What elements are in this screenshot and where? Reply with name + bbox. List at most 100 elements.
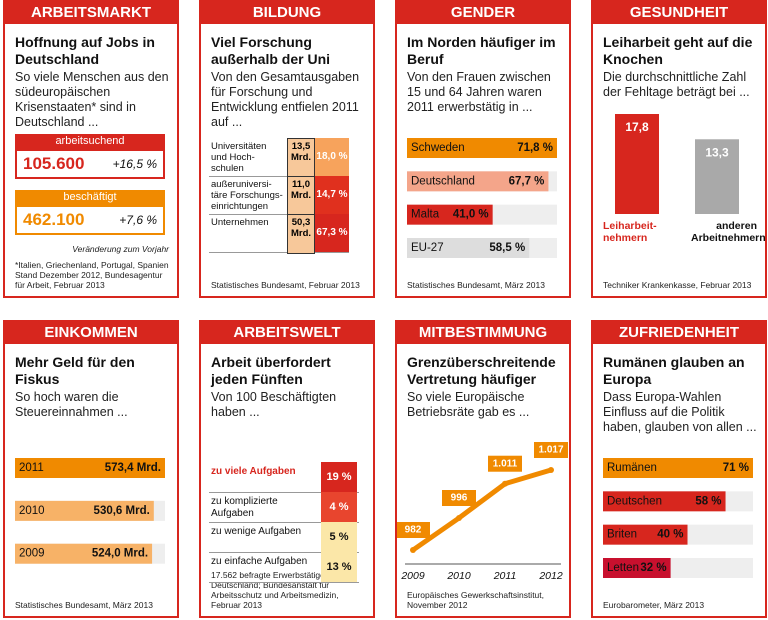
bar [603, 458, 753, 478]
row-label: Universitäten und Hoch-schulen [211, 141, 267, 174]
panel-title: Hoffnung auf Jobs in Deutschland [15, 34, 155, 67]
share-cell: 4 % [321, 492, 357, 522]
table-row-line [209, 522, 359, 523]
x-tick-label: 2012 [538, 570, 563, 582]
chart: 982 2009 996 2010 1.011 2011 1.017 2012 [397, 442, 568, 582]
value-label: 58,5 % [489, 242, 525, 254]
bar [407, 138, 557, 158]
value-label: 524,0 Mrd. [92, 548, 148, 560]
bar [603, 558, 671, 578]
bar [615, 114, 659, 214]
panel-title: Im Norden häufiger im Beruf [407, 34, 556, 67]
panel-subtitle: So viele Menschen aus den südeuropäische… [15, 70, 169, 129]
value-label: 1.011 [493, 458, 518, 469]
source: Europäisches Gewerkschaftsinstitut, Nove… [407, 590, 545, 610]
line [411, 467, 552, 553]
note: Veränderung zum Vorjahr [72, 244, 169, 254]
panel-header: ARBEITSWELT [201, 322, 373, 344]
value-label: 71,8 % [517, 142, 553, 154]
table-row-line [209, 552, 359, 553]
panel-subtitle: So hoch waren die Steuereinnahmen ... [15, 390, 128, 419]
value-label: 17,8 [625, 120, 649, 134]
category-label: EU-27 [411, 242, 444, 254]
panel-title: Rumänen glauben an Europa [603, 354, 745, 387]
row-label: zu einfache Aufgaben [211, 556, 308, 567]
share-cell: 5 % [321, 522, 357, 552]
panel-subtitle: Von 100 Beschäftigten haben ... [211, 390, 337, 419]
label-box [397, 522, 430, 538]
label-box [534, 442, 568, 458]
panel-header: GESUNDHEIT [593, 2, 765, 24]
panel-title: Mehr Geld für den Fiskus [15, 354, 135, 387]
panel: ARBEITSMARKT Hoffnung auf Jobs in Deutsch… [3, 0, 179, 298]
category-label: 2009 [19, 548, 45, 560]
point [410, 547, 416, 553]
panel-header: EINKOMMEN [5, 322, 177, 344]
group-value: 105.600 [23, 154, 85, 173]
label-box [442, 490, 476, 506]
panel: MITBESTIMMUNG Grenzüberschreitende Vertre… [395, 320, 571, 618]
amount-cell: 13,5 Mrd. [287, 138, 315, 178]
source: Techniker Krankenkasse, Februar 2013 [603, 280, 752, 290]
table-row-line [209, 582, 359, 583]
panel-header: MITBESTIMMUNG [397, 322, 569, 344]
x-tick-label: 2011 [493, 570, 517, 582]
group-box: 105.600 +16,5 % [15, 149, 165, 179]
panel-subtitle: Von den Frauen zwischen 15 und 64 Jahren… [407, 70, 551, 114]
value-label: 41,0 % [453, 209, 489, 221]
category-label: Deutschen [607, 495, 662, 507]
value-label: 67,7 % [509, 175, 545, 187]
amount-cell: 11,0 Mrd. [287, 176, 315, 216]
panel-title: Arbeit überfordert jeden Fünften [211, 354, 331, 387]
value-label: 996 [451, 493, 468, 504]
row-label: zu viele Aufgaben [211, 466, 296, 477]
category-label: 2011 [19, 462, 44, 474]
value-label: 530,6 Mrd. [94, 505, 150, 517]
point [548, 467, 554, 473]
chart: 17,8 13,3 [615, 114, 739, 214]
panel: GENDER Im Norden häufiger im Beruf Von den… [395, 0, 571, 298]
bar [407, 171, 549, 192]
category-label: Briten [607, 529, 637, 541]
share-cell: 18,0 % [315, 138, 349, 176]
panel: BILDUNG Viel Forschung außerhalb der Uni V… [199, 0, 375, 298]
panel-subtitle: Von den Gesamtausgaben für Forschung und… [211, 70, 360, 129]
point [502, 480, 508, 487]
amount-cell: 50,3 Mrd. [287, 214, 315, 254]
table-row-line [209, 252, 349, 253]
panel-subtitle: Dass Europa-Wahlen Einfluss auf die Poli… [603, 390, 757, 434]
point [456, 515, 462, 521]
source: Statistisches Bundesamt, März 2013 [407, 280, 545, 290]
value-label: 71 % [723, 462, 749, 474]
source: Statistisches Bundesamt, Februar 2013 [211, 280, 360, 290]
value-label: 58 % [695, 495, 721, 507]
category-label: Letten [607, 562, 639, 574]
value-label: 13,3 [705, 145, 729, 159]
share-cell: 13 % [321, 552, 357, 582]
row-label: außeruniversi-täre Forschungs-einrichtun… [211, 179, 283, 212]
source: Statistisches Bundesamt, März 2013 [15, 600, 153, 610]
chart: 2011 573,4 Mrd. 2010 530,6 Mrd. 2009 524,0 Mr… [15, 458, 165, 564]
panel: ARBEITSWELT Arbeit überfordert jeden Fünf… [199, 320, 375, 618]
share-cell: 14,7 % [315, 176, 349, 214]
value-label: 982 [405, 525, 422, 536]
table-row-line [209, 492, 359, 493]
value-label: 40 % [657, 529, 683, 541]
panel-header: GENDER [397, 2, 569, 24]
value-label: 32 % [640, 562, 666, 574]
category-label: Schweden [411, 142, 465, 154]
source: 17.562 befragte Erwerbstätige in Deutsch… [211, 570, 339, 610]
panel-header: BILDUNG [201, 2, 373, 24]
panel: ZUFRIEDENHEIT Rumänen glauben an Europa Da… [591, 320, 767, 618]
panel-title: Leiharbeit geht auf die Knochen [603, 34, 753, 67]
panel-header: ARBEITSMARKT [5, 2, 177, 24]
group-box: 462.100 +7,6 % [15, 205, 165, 235]
panel-title: Viel Forschung außerhalb der Uni [211, 34, 331, 67]
share-cell: 67,3 % [315, 214, 349, 252]
chart: Rumänen 71 % Deutschen 58 % Briten 40 % Letten… [603, 458, 753, 578]
table-row-line [209, 176, 349, 177]
bar [603, 491, 726, 512]
panel: EINKOMMEN Mehr Geld für den Fiskus So hoch… [3, 320, 179, 618]
panel-subtitle: Die durchschnittliche Zahl der Fehltage … [603, 70, 750, 99]
bar [15, 543, 153, 564]
